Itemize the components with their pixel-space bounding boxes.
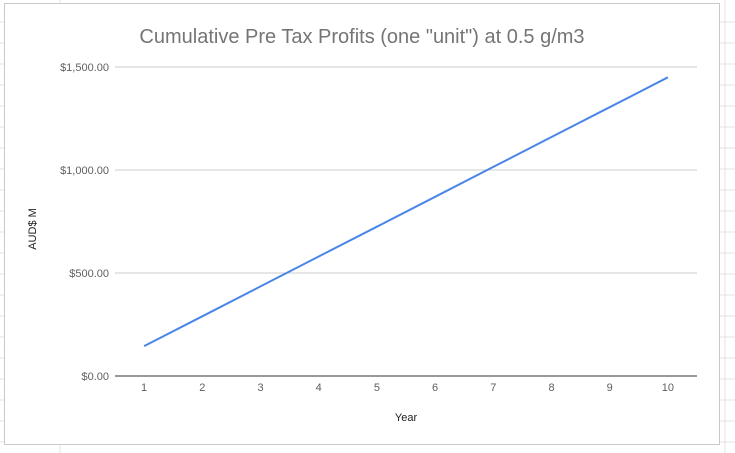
y-axis-title: AUD$ M	[27, 208, 39, 250]
series-lines	[143, 76, 669, 347]
y-tick-label: $0.00	[81, 371, 109, 383]
x-tick-label: 7	[490, 382, 496, 394]
x-tick-label: 10	[662, 382, 674, 394]
x-tick-label: 8	[548, 382, 554, 394]
chart-container[interactable]	[4, 3, 720, 445]
x-tick-label: 4	[316, 382, 322, 394]
y-tick-label: $1,000.00	[60, 165, 109, 177]
series-line[interactable]	[143, 76, 669, 347]
x-tick-label: 1	[141, 382, 147, 394]
gridlines	[115, 66, 697, 274]
y-axis-tick-labels: $0.00 $500.00 $1,000.00 $1,500.00	[60, 62, 109, 383]
chart-title: Cumulative Pre Tax Profits (one "unit") …	[139, 26, 584, 48]
y-tick-label: $1,500.00	[60, 62, 109, 74]
x-axis-tick-labels: 1 2 3 4 5 6 7 8 9 10	[141, 382, 674, 394]
x-tick-label: 5	[374, 382, 380, 394]
x-tick-label: 9	[607, 382, 613, 394]
x-tick-label: 3	[257, 382, 263, 394]
x-axis-title: Year	[395, 412, 418, 424]
y-tick-label: $500.00	[69, 268, 109, 280]
x-tick-label: 2	[199, 382, 205, 394]
x-tick-label: 6	[432, 382, 438, 394]
